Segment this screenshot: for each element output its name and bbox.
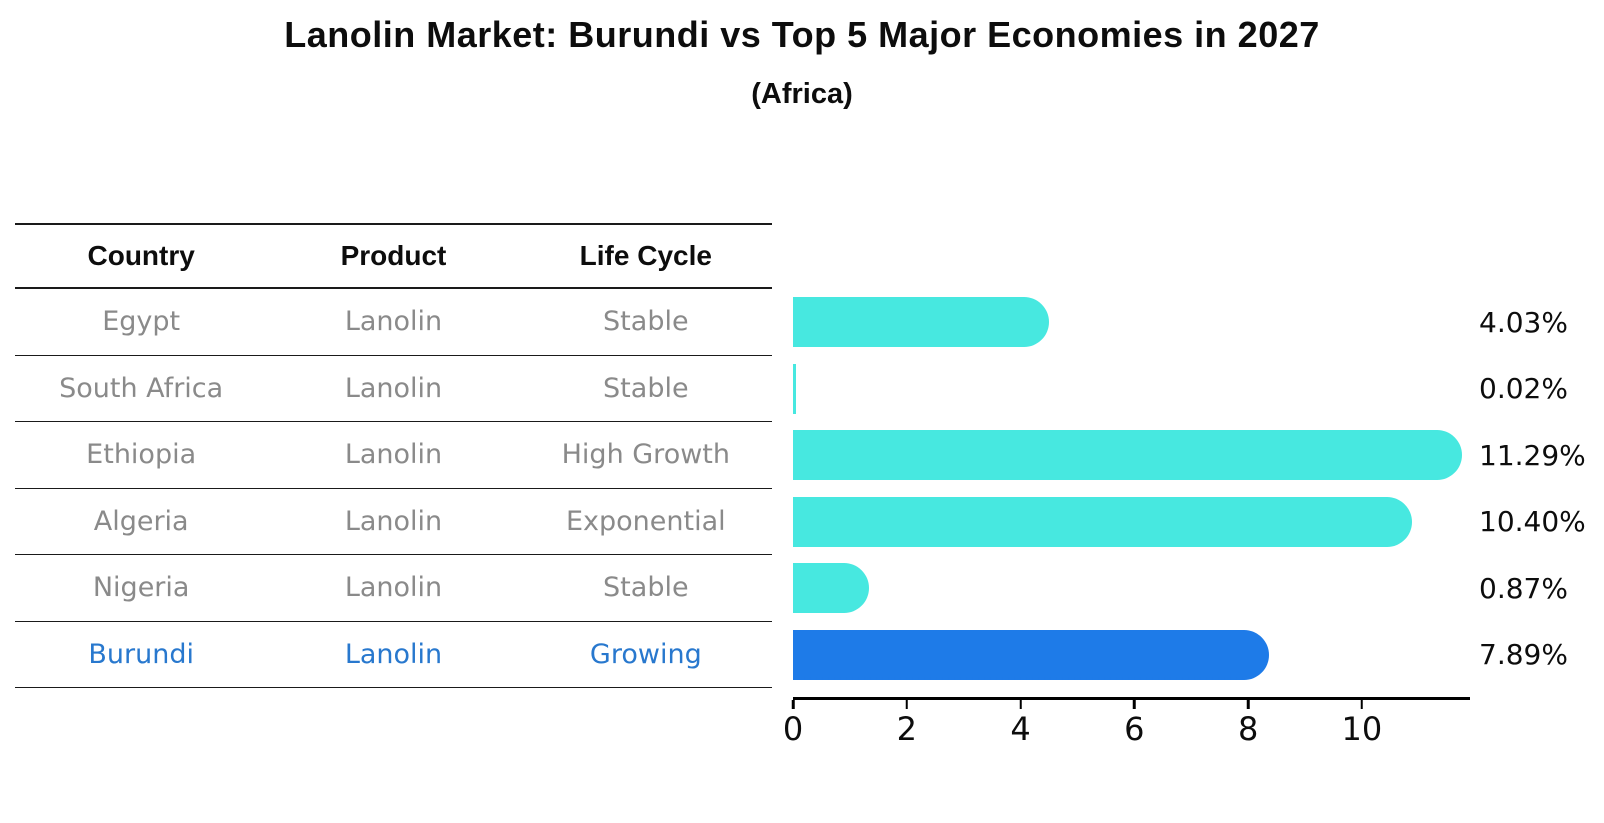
country-table: Country Product Life Cycle Egypt Lanolin… <box>15 223 772 688</box>
cell-country: South Africa <box>59 372 224 404</box>
cell-product: Lanolin <box>344 439 443 471</box>
value-label-column: 4.03% 0.02% 11.29% 10.40% 0.87% 7.89% <box>1479 289 1586 688</box>
column-header-life-cycle: Life Cycle <box>579 240 712 271</box>
bar-south-africa <box>793 363 796 414</box>
value-label-egypt: 4.03% <box>1479 305 1568 339</box>
x-axis-tick <box>905 700 909 709</box>
cell-country: Nigeria <box>92 572 190 604</box>
x-axis-tick-label: 10 <box>1341 710 1383 748</box>
cell-country: Ethiopia <box>86 439 197 471</box>
cell-life-cycle: Stable <box>603 572 689 604</box>
x-axis-tick-label: 8 <box>1237 710 1259 748</box>
chart-subtitle: (Africa) <box>751 78 853 110</box>
x-axis-tick <box>791 700 795 709</box>
cell-life-cycle: Stable <box>603 306 689 338</box>
cell-country: Egypt <box>102 306 181 338</box>
x-axis-tick-label: 4 <box>1010 710 1031 748</box>
table-row-south-africa: South Africa Lanolin Stable <box>15 356 772 422</box>
table-row-burundi: Burundi Lanolin Growing <box>15 622 772 688</box>
bar-burundi <box>793 629 1269 680</box>
cell-product: Lanolin <box>344 638 443 670</box>
x-axis-tick <box>1133 700 1136 709</box>
column-header-product: Product <box>340 240 447 271</box>
cell-life-cycle: Growing <box>589 638 702 670</box>
bar-chart-plot-area <box>793 289 1470 688</box>
cell-country: Burundi <box>88 638 194 670</box>
cell-product: Lanolin <box>344 572 443 604</box>
bar-algeria <box>793 496 1412 547</box>
x-axis-tick <box>1019 700 1022 709</box>
cell-life-cycle: High Growth <box>561 439 730 471</box>
table-row-algeria: Algeria Lanolin Exponential <box>15 489 772 555</box>
bar-egypt <box>793 297 1050 348</box>
value-label-ethiopia: 11.29% <box>1479 438 1586 472</box>
cell-life-cycle: Stable <box>603 372 689 404</box>
x-axis-tick-label: 2 <box>896 710 917 748</box>
cell-product: Lanolin <box>344 505 443 537</box>
x-axis-line <box>793 697 1470 700</box>
column-header-country: Country <box>87 240 195 271</box>
cell-product: Lanolin <box>344 372 443 404</box>
bar-nigeria <box>793 563 870 614</box>
table-row-ethiopia: Ethiopia Lanolin High Growth <box>15 422 772 489</box>
table-header-row: Country Product Life Cycle <box>15 223 772 289</box>
table-row-egypt: Egypt Lanolin Stable <box>15 289 772 356</box>
cell-life-cycle: Exponential <box>565 505 726 537</box>
x-axis-tick <box>1246 700 1250 709</box>
bar-ethiopia <box>793 430 1463 481</box>
value-label-south-africa: 0.02% <box>1479 372 1568 406</box>
x-axis-tick <box>1360 700 1364 709</box>
value-label-burundi: 7.89% <box>1479 638 1568 672</box>
chart-title: Lanolin Market: Burundi vs Top 5 Major E… <box>284 14 1320 55</box>
x-axis-tick-label: 0 <box>782 710 804 748</box>
x-axis: 0 2 4 6 8 10 <box>783 697 1470 757</box>
cell-country: Algeria <box>93 505 189 537</box>
x-axis-tick-label: 6 <box>1124 710 1145 748</box>
value-label-nigeria: 0.87% <box>1479 571 1568 605</box>
value-label-algeria: 10.40% <box>1479 505 1586 539</box>
table-row-nigeria: Nigeria Lanolin Stable <box>15 555 772 622</box>
cell-product: Lanolin <box>344 306 443 338</box>
